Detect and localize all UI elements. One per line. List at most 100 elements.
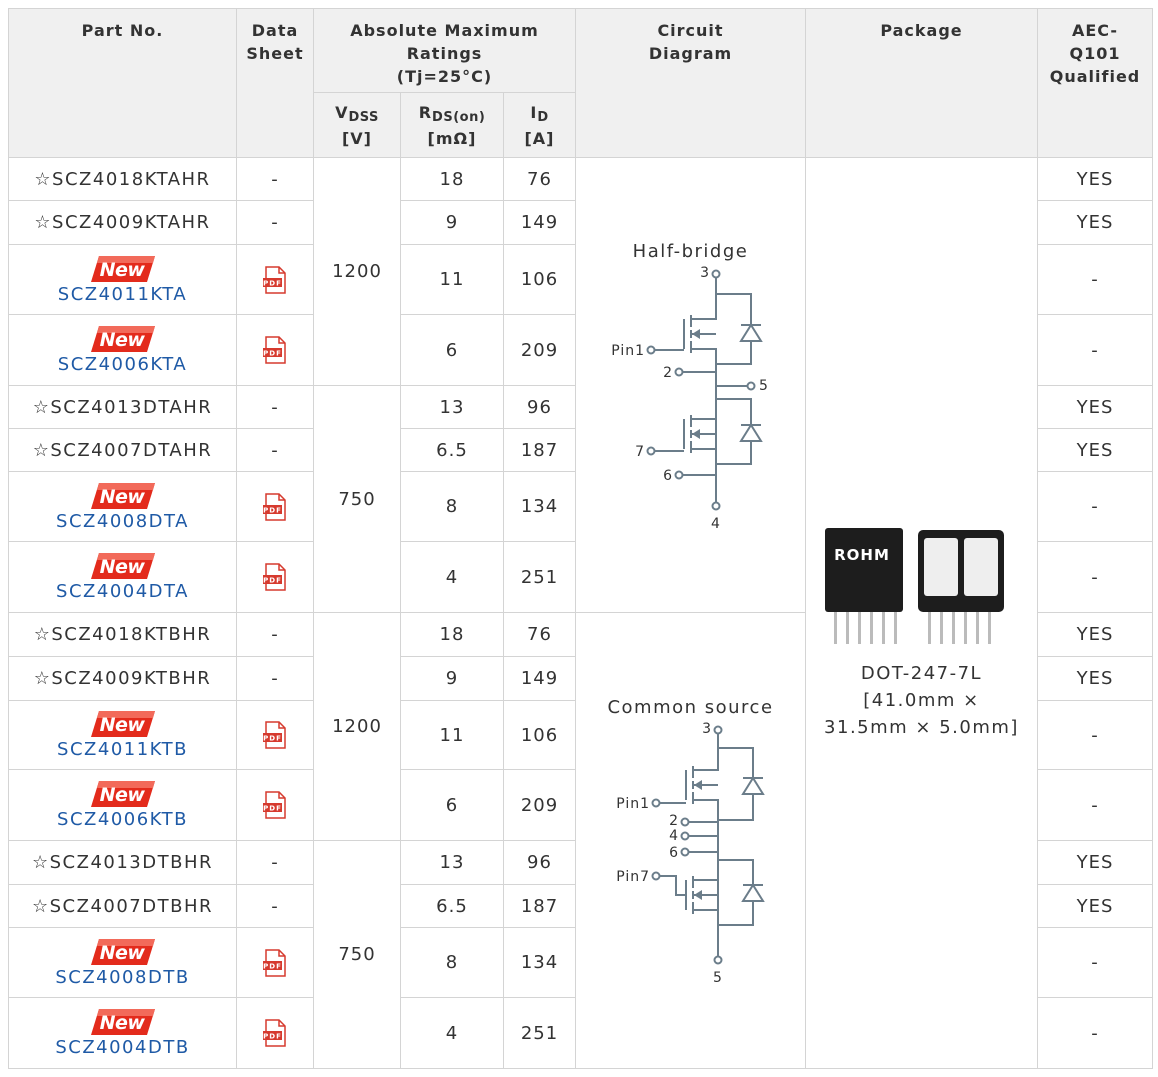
part-cell: New SCZ4011KTA bbox=[8, 244, 237, 315]
header-text: Part No. bbox=[81, 21, 164, 40]
body-arrow bbox=[692, 429, 700, 439]
pdf-fold bbox=[278, 493, 285, 501]
id-cell: 134 bbox=[503, 927, 576, 998]
part-text: ☆SCZ4018KTBHR bbox=[33, 624, 212, 645]
vdss-cell: 1200 bbox=[313, 157, 401, 386]
pdf-text: PDF bbox=[263, 506, 282, 514]
rds-cell: 6 bbox=[400, 314, 504, 386]
badge-shade bbox=[96, 255, 155, 263]
new-badge: New bbox=[90, 482, 155, 509]
pdf-icon[interactable]: PDF bbox=[262, 265, 288, 294]
part-link[interactable]: SCZ4004DTA bbox=[56, 581, 189, 602]
circuit-title: Common source bbox=[607, 696, 774, 718]
aec-cell: YES bbox=[1037, 200, 1153, 245]
chip-pad bbox=[923, 537, 958, 596]
package: ROHM DOT-247-7L [41.0mm × 31.5mm × 5.0mm] bbox=[806, 486, 1037, 741]
part-link[interactable]: SCZ4011KTB bbox=[57, 739, 188, 760]
diode bbox=[741, 775, 765, 795]
pdf-icon[interactable]: PDF bbox=[262, 492, 288, 521]
rds-cell: 8 bbox=[400, 471, 504, 542]
lead bbox=[963, 605, 967, 644]
badge-shade bbox=[96, 938, 155, 946]
chip-logo: ROHM bbox=[834, 546, 890, 564]
pdf-icon[interactable]: PDF bbox=[262, 721, 288, 749]
aec-cell: - bbox=[1037, 769, 1153, 841]
chip bbox=[824, 527, 903, 612]
aec-cell: - bbox=[1037, 927, 1153, 998]
pdf-fold bbox=[278, 792, 285, 799]
new-badge: New bbox=[90, 553, 155, 579]
lead bbox=[939, 605, 943, 644]
header-text: Package bbox=[880, 21, 963, 40]
package-line: 31.5mm × 5.0mm] bbox=[824, 716, 1019, 738]
rds-cell: 4 bbox=[400, 997, 504, 1069]
header-line: AEC- bbox=[1071, 21, 1119, 40]
body-arrow bbox=[694, 889, 702, 900]
rds-cell: 13 bbox=[400, 385, 504, 429]
table-row: ☆SCZ4013DTAHR - 750 13 96 YES bbox=[8, 385, 1153, 613]
part-link[interactable]: SCZ4004DTB bbox=[55, 1037, 190, 1058]
id-cell: 96 bbox=[503, 385, 576, 429]
wire bbox=[716, 398, 752, 465]
diode bbox=[741, 882, 765, 902]
pin bbox=[711, 269, 721, 279]
header-vdss: VDSS [V] bbox=[313, 92, 401, 158]
part-cell: New SCZ4011KTB bbox=[8, 700, 237, 770]
new-badge: New bbox=[90, 255, 155, 282]
wire bbox=[693, 733, 719, 771]
part-cell: New SCZ4008DTB bbox=[8, 927, 237, 998]
vdss-cell: 750 bbox=[313, 840, 401, 1069]
pdf-fold bbox=[278, 266, 285, 274]
product-table: Part No. Data Sheet Absolute Maximum Ratings… bbox=[8, 8, 1153, 1069]
aec-cell: YES bbox=[1037, 656, 1153, 701]
rds-cell: 8 bbox=[400, 927, 504, 998]
chip-pad bbox=[963, 537, 998, 596]
datasheet-text: - bbox=[271, 439, 279, 461]
rds-cell: 18 bbox=[400, 612, 504, 657]
pdf-icon[interactable]: PDF bbox=[262, 1019, 288, 1047]
part-cell: ☆SCZ4007DTAHR bbox=[8, 428, 237, 472]
pin-label: 4 bbox=[711, 516, 721, 529]
id-cell: 106 bbox=[503, 244, 576, 315]
wire bbox=[716, 293, 752, 365]
pdf-text: PDF bbox=[263, 735, 282, 743]
lead bbox=[857, 605, 861, 644]
pdf-icon[interactable]: PDF bbox=[262, 563, 288, 591]
pin-label: Pin1 bbox=[616, 796, 650, 812]
part-cell: ☆SCZ4009KTAHR bbox=[8, 200, 237, 245]
id-cell: 149 bbox=[503, 200, 576, 245]
pdf-fold bbox=[278, 722, 285, 729]
badge-text: New bbox=[99, 259, 145, 281]
pdf-icon[interactable]: PDF bbox=[262, 948, 288, 977]
lead bbox=[881, 605, 885, 644]
lead bbox=[951, 605, 955, 644]
vdss-cell: 750 bbox=[313, 385, 401, 613]
datasheet-text: - bbox=[271, 852, 279, 873]
pdf-fold bbox=[278, 949, 285, 957]
table-row: New SCZ4008DTB PDF 8 134 - bbox=[8, 927, 1153, 998]
package-image: ROHM bbox=[824, 527, 1004, 644]
id-cell: 149 bbox=[503, 656, 576, 701]
datasheet-cell: - bbox=[236, 612, 314, 657]
part-link[interactable]: SCZ4008DTA bbox=[56, 510, 189, 532]
aec-cell: - bbox=[1037, 314, 1153, 386]
symbol-sub: DS(on) bbox=[432, 109, 486, 125]
header-line: Q101 bbox=[1069, 44, 1121, 63]
table-row: ☆SCZ4007DTAHR - 6.5 187 YES bbox=[8, 428, 1153, 472]
part-link[interactable]: SCZ4006KTB bbox=[57, 809, 188, 830]
part-link[interactable]: SCZ4011KTA bbox=[57, 283, 188, 305]
part-cell: New SCZ4008DTA bbox=[8, 471, 237, 542]
header-unit: [A] bbox=[524, 128, 555, 148]
pdf-icon[interactable]: PDF bbox=[262, 791, 288, 819]
aec-cell: YES bbox=[1037, 612, 1153, 657]
part-link[interactable]: SCZ4008DTB bbox=[55, 966, 190, 988]
pdf-fold bbox=[278, 1020, 285, 1027]
part-link[interactable]: SCZ4006KTA bbox=[57, 354, 188, 375]
header-data-sheet: Data Sheet bbox=[236, 8, 314, 158]
datasheet-text: - bbox=[271, 895, 279, 917]
datasheet-text: - bbox=[271, 396, 279, 418]
pin bbox=[711, 501, 721, 511]
pdf-icon[interactable]: PDF bbox=[262, 336, 288, 364]
header-unit: [V] bbox=[341, 128, 372, 148]
vdss-cell: 1200 bbox=[313, 612, 401, 841]
